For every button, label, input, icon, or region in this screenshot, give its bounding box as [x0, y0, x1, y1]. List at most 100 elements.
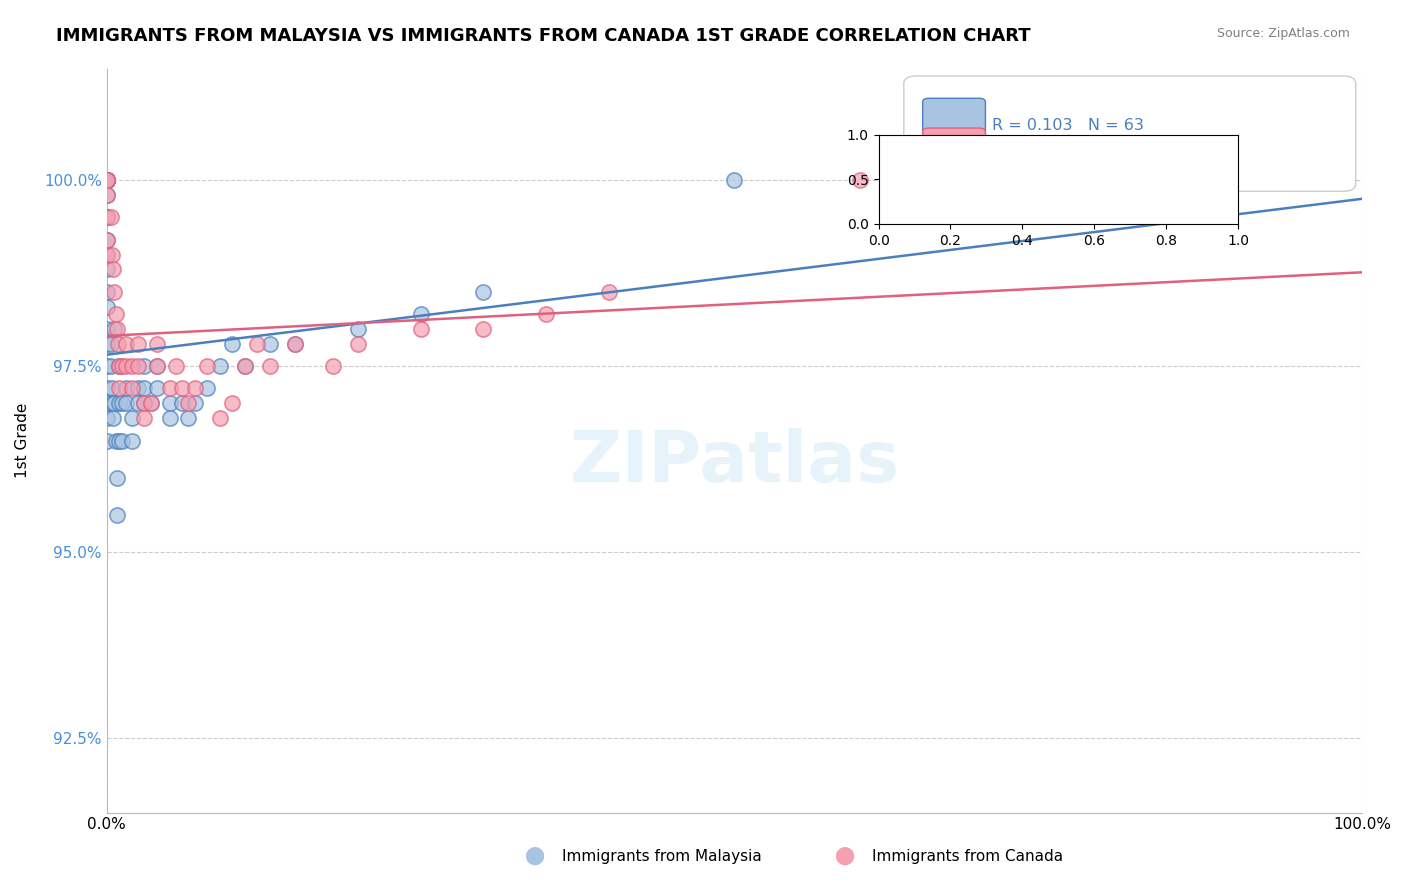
Point — [96, 336, 118, 351]
Point — [134, 396, 156, 410]
Point — [108, 381, 131, 395]
Point — [284, 336, 307, 351]
Point — [108, 359, 131, 373]
Point — [127, 381, 149, 395]
Point — [105, 322, 128, 336]
Point — [100, 247, 122, 261]
Point — [139, 396, 162, 410]
Point — [96, 434, 118, 448]
Point — [96, 300, 118, 314]
Point — [108, 434, 131, 448]
Point — [134, 359, 156, 373]
Point — [101, 262, 124, 277]
FancyBboxPatch shape — [904, 76, 1355, 191]
Point — [177, 411, 200, 425]
Point — [409, 322, 432, 336]
FancyBboxPatch shape — [922, 128, 986, 180]
Point — [127, 336, 149, 351]
Point — [127, 359, 149, 373]
Point — [96, 173, 118, 187]
Point — [114, 336, 136, 351]
Point — [101, 411, 124, 425]
Point — [105, 508, 128, 522]
Text: R = 0.283   N = 46: R = 0.283 N = 46 — [991, 148, 1143, 163]
Point — [134, 396, 156, 410]
Point — [96, 173, 118, 187]
Point — [103, 285, 125, 299]
Point — [96, 247, 118, 261]
Text: ⬤: ⬤ — [834, 847, 853, 865]
Point — [472, 322, 495, 336]
Point — [146, 381, 169, 395]
Point — [103, 396, 125, 410]
Text: ZIPatlas: ZIPatlas — [569, 428, 900, 498]
Point — [246, 336, 269, 351]
Point — [259, 359, 281, 373]
Point — [105, 471, 128, 485]
Point — [114, 359, 136, 373]
Text: R = 0.103   N = 63: R = 0.103 N = 63 — [991, 118, 1143, 133]
Point — [96, 211, 118, 225]
Point — [170, 381, 193, 395]
Point — [100, 211, 122, 225]
Text: IMMIGRANTS FROM MALAYSIA VS IMMIGRANTS FROM CANADA 1ST GRADE CORRELATION CHART: IMMIGRANTS FROM MALAYSIA VS IMMIGRANTS F… — [56, 27, 1031, 45]
Point — [127, 396, 149, 410]
Point — [114, 396, 136, 410]
Point — [96, 173, 118, 187]
Point — [346, 336, 368, 351]
Point — [121, 359, 143, 373]
Point — [170, 396, 193, 410]
Point — [121, 381, 143, 395]
Point — [177, 396, 200, 410]
Point — [146, 336, 169, 351]
Point — [96, 411, 118, 425]
Point — [96, 381, 118, 395]
Point — [284, 336, 307, 351]
Point — [96, 233, 118, 247]
Point — [96, 173, 118, 187]
Point — [346, 322, 368, 336]
Point — [134, 411, 156, 425]
Point — [134, 381, 156, 395]
Point — [146, 359, 169, 373]
Point — [472, 285, 495, 299]
Y-axis label: 1st Grade: 1st Grade — [15, 403, 30, 478]
Point — [121, 411, 143, 425]
Point — [108, 396, 131, 410]
Point — [96, 188, 118, 202]
Point — [121, 434, 143, 448]
Point — [259, 336, 281, 351]
Point — [107, 336, 129, 351]
Point — [96, 262, 118, 277]
Point — [104, 434, 127, 448]
Point — [139, 396, 162, 410]
Text: Source: ZipAtlas.com: Source: ZipAtlas.com — [1216, 27, 1350, 40]
Point — [146, 359, 169, 373]
FancyBboxPatch shape — [922, 98, 986, 151]
Point — [233, 359, 256, 373]
Point — [100, 359, 122, 373]
Text: Immigrants from Canada: Immigrants from Canada — [872, 849, 1063, 863]
Point — [100, 381, 122, 395]
Point — [96, 173, 118, 187]
Point — [598, 285, 620, 299]
Point — [96, 173, 118, 187]
Point — [114, 381, 136, 395]
Point — [159, 411, 181, 425]
Point — [96, 233, 118, 247]
Point — [96, 211, 118, 225]
Point — [195, 381, 218, 395]
Point — [208, 411, 231, 425]
Point — [183, 381, 205, 395]
Point — [96, 173, 118, 187]
Text: ⬤: ⬤ — [524, 847, 544, 865]
Point — [183, 396, 205, 410]
Point — [108, 359, 131, 373]
Point — [111, 434, 134, 448]
Point — [233, 359, 256, 373]
Point — [111, 359, 134, 373]
Text: Immigrants from Malaysia: Immigrants from Malaysia — [562, 849, 762, 863]
Point — [208, 359, 231, 373]
Point — [159, 396, 181, 410]
Point — [409, 307, 432, 321]
